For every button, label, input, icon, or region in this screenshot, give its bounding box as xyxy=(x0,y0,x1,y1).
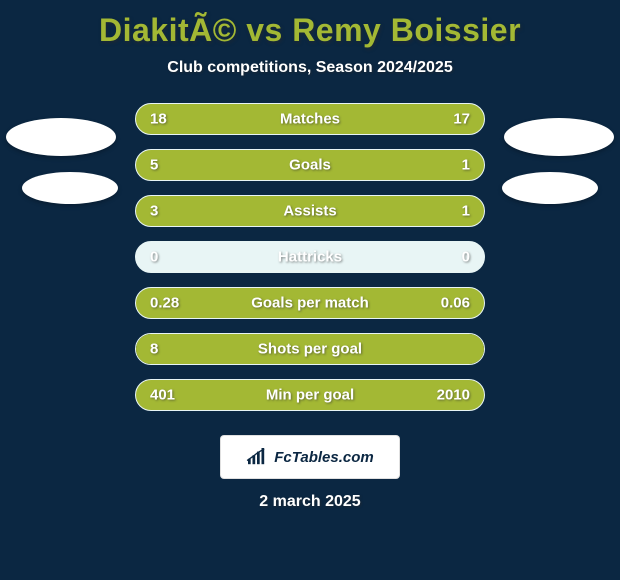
player-right-avatar-secondary xyxy=(502,172,598,204)
stat-value-right: 2010 xyxy=(437,387,470,404)
stat-fill-left xyxy=(136,196,397,226)
stat-value-left: 18 xyxy=(150,111,167,128)
stat-value-left: 8 xyxy=(150,341,158,358)
player-left-avatar-secondary xyxy=(22,172,118,204)
stat-fill-right xyxy=(397,196,484,226)
stat-value-left: 0.28 xyxy=(150,295,179,312)
stat-row: 3 1 Assists xyxy=(135,195,485,227)
stat-label: Assists xyxy=(283,203,336,220)
stat-value-left: 3 xyxy=(150,203,158,220)
stat-value-left: 401 xyxy=(150,387,175,404)
stat-value-left: 5 xyxy=(150,157,158,174)
stat-value-left: 0 xyxy=(150,249,158,266)
comparison-card: DiakitÃ© vs Remy Boissier Club competiti… xyxy=(0,0,620,580)
stat-row: 401 2010 Min per goal xyxy=(135,379,485,411)
brand-badge: FcTables.com xyxy=(220,435,400,479)
bar-chart-icon xyxy=(246,448,268,466)
stat-value-right: 1 xyxy=(462,203,470,220)
subtitle: Club competitions, Season 2024/2025 xyxy=(12,59,608,77)
stat-value-right: 17 xyxy=(453,111,470,128)
stat-label: Matches xyxy=(280,111,340,128)
stat-row: 5 1 Goals xyxy=(135,149,485,181)
stat-fill-right xyxy=(425,150,484,180)
stat-label: Goals per match xyxy=(251,295,369,312)
stat-label: Min per goal xyxy=(266,387,354,404)
stats-bar-chart: 18 17 Matches 5 1 Goals 3 1 Assists 0 0 Hattricks 0.… xyxy=(135,103,485,411)
stat-row: 0.28 0.06 Goals per match xyxy=(135,287,485,319)
stat-label: Hattricks xyxy=(278,249,342,266)
player-right-avatar xyxy=(504,118,614,156)
stat-value-right: 1 xyxy=(462,157,470,174)
stat-value-right: 0.06 xyxy=(441,295,470,312)
player-left-avatar xyxy=(6,118,116,156)
stat-row: 0 0 Hattricks xyxy=(135,241,485,273)
page-title: DiakitÃ© vs Remy Boissier xyxy=(12,12,608,49)
stat-row: 8 Shots per goal xyxy=(135,333,485,365)
stat-label: Shots per goal xyxy=(258,341,362,358)
stat-row: 18 17 Matches xyxy=(135,103,485,135)
brand-text: FcTables.com xyxy=(274,449,373,466)
stat-fill-left xyxy=(136,150,425,180)
footer-date: 2 march 2025 xyxy=(12,493,608,511)
stat-label: Goals xyxy=(289,157,331,174)
stat-value-right: 0 xyxy=(462,249,470,266)
